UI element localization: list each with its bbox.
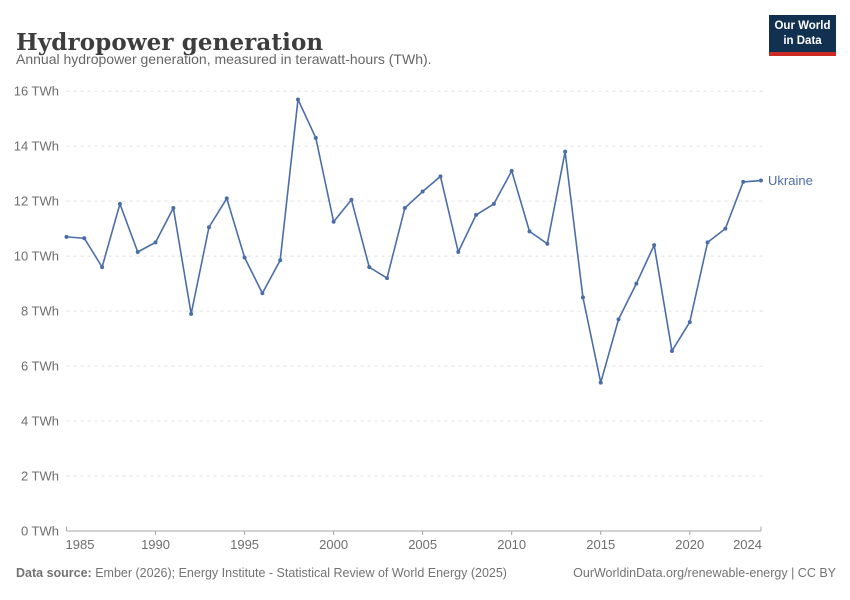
data-point-marker[interactable] <box>741 179 746 184</box>
y-axis-tick-label: 8 TWh <box>21 304 59 319</box>
data-point-marker[interactable] <box>723 226 728 231</box>
data-point-marker[interactable] <box>349 197 354 202</box>
y-axis-tick-label: 16 TWh <box>14 84 59 99</box>
data-point-marker[interactable] <box>545 241 550 246</box>
owid-url-link[interactable]: OurWorldinData.org/renewable-energy | CC… <box>573 566 836 580</box>
data-point-marker[interactable] <box>509 168 514 173</box>
data-source-text: Data source: Ember (2026); Energy Instit… <box>16 566 507 580</box>
chart-footer: Data source: Ember (2026); Energy Instit… <box>16 566 836 580</box>
x-axis-tick-label: 2000 <box>319 537 348 552</box>
data-point-marker[interactable] <box>438 174 443 179</box>
data-point-marker[interactable] <box>385 276 390 281</box>
data-source-label: Data source: <box>16 566 92 580</box>
data-point-marker[interactable] <box>153 240 158 245</box>
data-point-marker[interactable] <box>598 380 603 385</box>
data-point-marker[interactable] <box>527 229 532 234</box>
data-point-marker[interactable] <box>491 201 496 206</box>
data-point-marker[interactable] <box>64 234 69 239</box>
data-point-marker[interactable] <box>687 320 692 325</box>
page-title: Hydropower generation <box>16 29 324 57</box>
y-axis-tick-label: 0 TWh <box>21 524 59 539</box>
x-axis-tick-label: 2015 <box>586 537 615 552</box>
x-axis-tick-label: 1990 <box>141 537 170 552</box>
y-axis-tick-label: 10 TWh <box>14 249 59 264</box>
data-point-marker[interactable] <box>563 149 568 154</box>
page-subtitle: Annual hydropower generation, measured i… <box>16 51 432 67</box>
owid-logo-line2: in Data <box>783 34 822 47</box>
data-point-marker[interactable] <box>82 236 87 241</box>
x-axis-tick-label: 1985 <box>66 537 95 552</box>
data-point-marker[interactable] <box>206 225 211 230</box>
chart-canvas[interactable]: 0 TWh 2 TWh 4 TWh 6 TWh 8 TWh 10 TWh 12 TWh 14 … <box>0 78 850 558</box>
owid-logo-line1: Our World <box>774 20 831 33</box>
data-point-marker[interactable] <box>367 265 372 270</box>
data-point-marker[interactable] <box>100 265 105 270</box>
data-point-marker[interactable] <box>634 281 639 286</box>
data-point-marker[interactable] <box>705 240 710 245</box>
data-point-marker[interactable] <box>456 250 461 255</box>
data-point-marker[interactable] <box>474 212 479 217</box>
data-point-marker[interactable] <box>278 258 283 263</box>
y-axis-tick-label: 6 TWh <box>21 359 59 374</box>
y-axis-tick-label: 12 TWh <box>14 194 59 209</box>
chart-area: 0 TWh 2 TWh 4 TWh 6 TWh 8 TWh 10 TWh 12 TWh 14 … <box>0 78 850 558</box>
data-point-marker[interactable] <box>117 201 122 206</box>
y-axis-tick-label: 2 TWh <box>21 469 59 484</box>
trend-line <box>65 98 762 384</box>
x-axis-tick-label: 2024 <box>733 537 762 552</box>
data-point-marker[interactable] <box>759 178 763 183</box>
x-axis-tick-label: 2005 <box>408 537 437 552</box>
data-point-marker[interactable] <box>296 97 300 102</box>
data-point-marker[interactable] <box>224 196 229 201</box>
series-label-ukraine: Ukraine <box>768 173 813 188</box>
owid-logo[interactable]: Our World in Data <box>769 15 836 56</box>
data-point-marker[interactable] <box>402 206 407 211</box>
data-point-marker[interactable] <box>580 295 585 300</box>
data-point-marker[interactable] <box>189 311 194 316</box>
data-point-marker[interactable] <box>669 348 674 353</box>
y-axis-tick-label: 14 TWh <box>14 139 59 154</box>
data-point-marker[interactable] <box>331 219 336 224</box>
x-axis-tick-label: 2010 <box>497 537 526 552</box>
data-point-marker[interactable] <box>171 206 176 211</box>
data-point-marker[interactable] <box>260 291 265 296</box>
data-point-marker[interactable] <box>652 243 657 248</box>
owid-logo-accent-bar <box>769 52 836 56</box>
data-source-value: Ember (2026); Energy Institute - Statist… <box>91 566 507 580</box>
data-point-marker[interactable] <box>420 189 425 194</box>
data-point-marker[interactable] <box>313 135 318 140</box>
data-point-marker[interactable] <box>242 255 247 260</box>
y-axis-tick-label: 4 TWh <box>21 414 59 429</box>
x-axis-tick-label: 2020 <box>675 537 704 552</box>
x-axis-tick-label: 1995 <box>230 537 259 552</box>
data-point-marker[interactable] <box>616 317 621 322</box>
data-point-marker[interactable] <box>135 250 140 255</box>
